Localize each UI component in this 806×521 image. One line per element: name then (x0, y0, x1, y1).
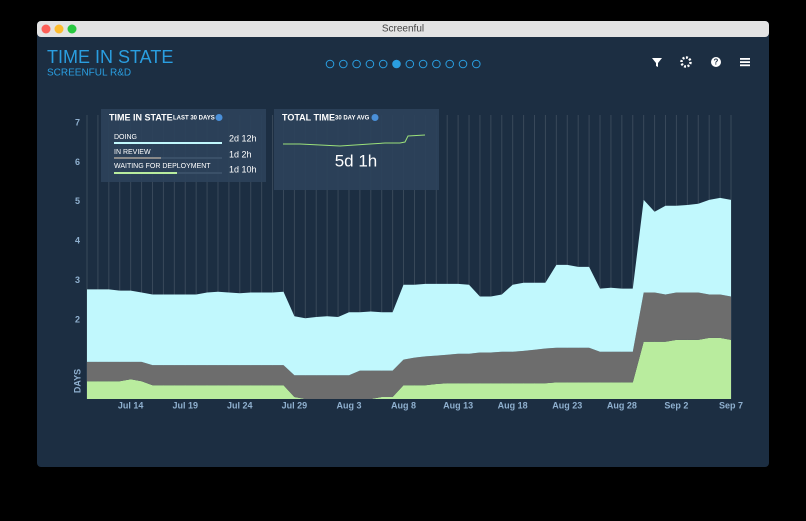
y-tick-label: 4 (75, 236, 80, 246)
info-icon[interactable] (215, 114, 223, 121)
page-subtitle: SCREENFUL R&D (47, 68, 131, 79)
x-tick-label: Aug 18 (498, 400, 528, 410)
pager-dot[interactable] (352, 59, 361, 69)
pager-dot[interactable] (472, 59, 481, 69)
pager-dot[interactable] (458, 59, 468, 69)
sparkline (283, 134, 426, 147)
pager-dot[interactable] (392, 59, 401, 69)
minimize-button[interactable] (54, 24, 64, 34)
x-tick-label: Aug 13 (443, 400, 473, 410)
area (87, 292, 731, 399)
pager-dot[interactable] (378, 59, 388, 69)
filter-icon[interactable] (652, 58, 662, 67)
y-tick-label: 5 (75, 196, 80, 206)
window-title: Screenful (382, 24, 424, 35)
x-tick-label: Sep 7 (719, 400, 743, 410)
pager-dot[interactable] (418, 59, 428, 69)
info-icon[interactable] (371, 114, 379, 121)
zoom-button[interactable] (67, 24, 77, 34)
y-tick-label: 3 (75, 275, 80, 285)
pager-dot[interactable] (365, 59, 375, 69)
pager-dot[interactable] (325, 59, 335, 69)
total-title: TOTAL TIME (282, 112, 335, 122)
menu-icon (740, 64, 750, 67)
pager-dot[interactable] (339, 59, 348, 69)
area (87, 197, 731, 376)
row-bar (114, 172, 177, 174)
pager-dot[interactable] (432, 59, 441, 69)
help-icon[interactable] (711, 57, 721, 67)
settings-icon[interactable] (680, 56, 692, 68)
row-track (114, 157, 222, 159)
menu-icon (740, 61, 750, 63)
help-glyph: ? (714, 58, 719, 67)
row-value: 2d 12h (229, 133, 257, 143)
title-bar (37, 21, 769, 37)
x-tick-label: Aug 8 (391, 400, 416, 410)
x-tick-label: Aug 3 (336, 400, 361, 410)
area (87, 337, 731, 399)
summary-subtitle: LAST 30 DAYS (173, 116, 215, 122)
total-panel (274, 109, 439, 190)
row-label: IN REVIEW (114, 149, 151, 156)
x-tick-label: Aug 23 (552, 400, 582, 410)
x-tick-label: Jul 24 (227, 400, 253, 410)
x-tick-label: Jul 14 (118, 400, 144, 410)
y-axis-label: DAYS (72, 369, 82, 393)
row-label: DOING (114, 134, 137, 141)
page-title: TIME IN STATE (47, 47, 173, 67)
chart: 2 3 4 5 6 7 DAYS Jul 14 Jul 19 Jul 24 Jul 29 Aug 3 A… (72, 115, 743, 410)
pager (325, 59, 481, 69)
row-value: 1d 10h (229, 164, 257, 174)
x-tick-label: Jul 19 (172, 400, 198, 410)
y-tick-label: 6 (75, 157, 80, 167)
row-value: 1d 2h (229, 149, 252, 159)
menu-icon[interactable] (740, 58, 750, 60)
toolbar: ? (652, 56, 750, 68)
y-tick-label: 7 (75, 117, 80, 127)
x-tick-label: Jul 29 (282, 400, 308, 410)
pager-dot[interactable] (445, 59, 455, 69)
total-value: 5d 1h (335, 151, 378, 170)
summary-title: TIME IN STATE (109, 112, 173, 122)
row-bar (114, 142, 222, 144)
pager-dot[interactable] (405, 59, 415, 69)
total-subtitle: 30 DAY AVG (335, 116, 370, 122)
row-bar (114, 157, 161, 159)
summary-panel (101, 109, 266, 182)
y-tick-label: 2 (75, 315, 80, 325)
row-label: WAITING FOR DEPLOYMENT (114, 163, 211, 170)
close-button[interactable] (41, 24, 51, 34)
x-tick-label: Sep 2 (664, 400, 688, 410)
x-tick-label: Aug 28 (607, 400, 637, 410)
